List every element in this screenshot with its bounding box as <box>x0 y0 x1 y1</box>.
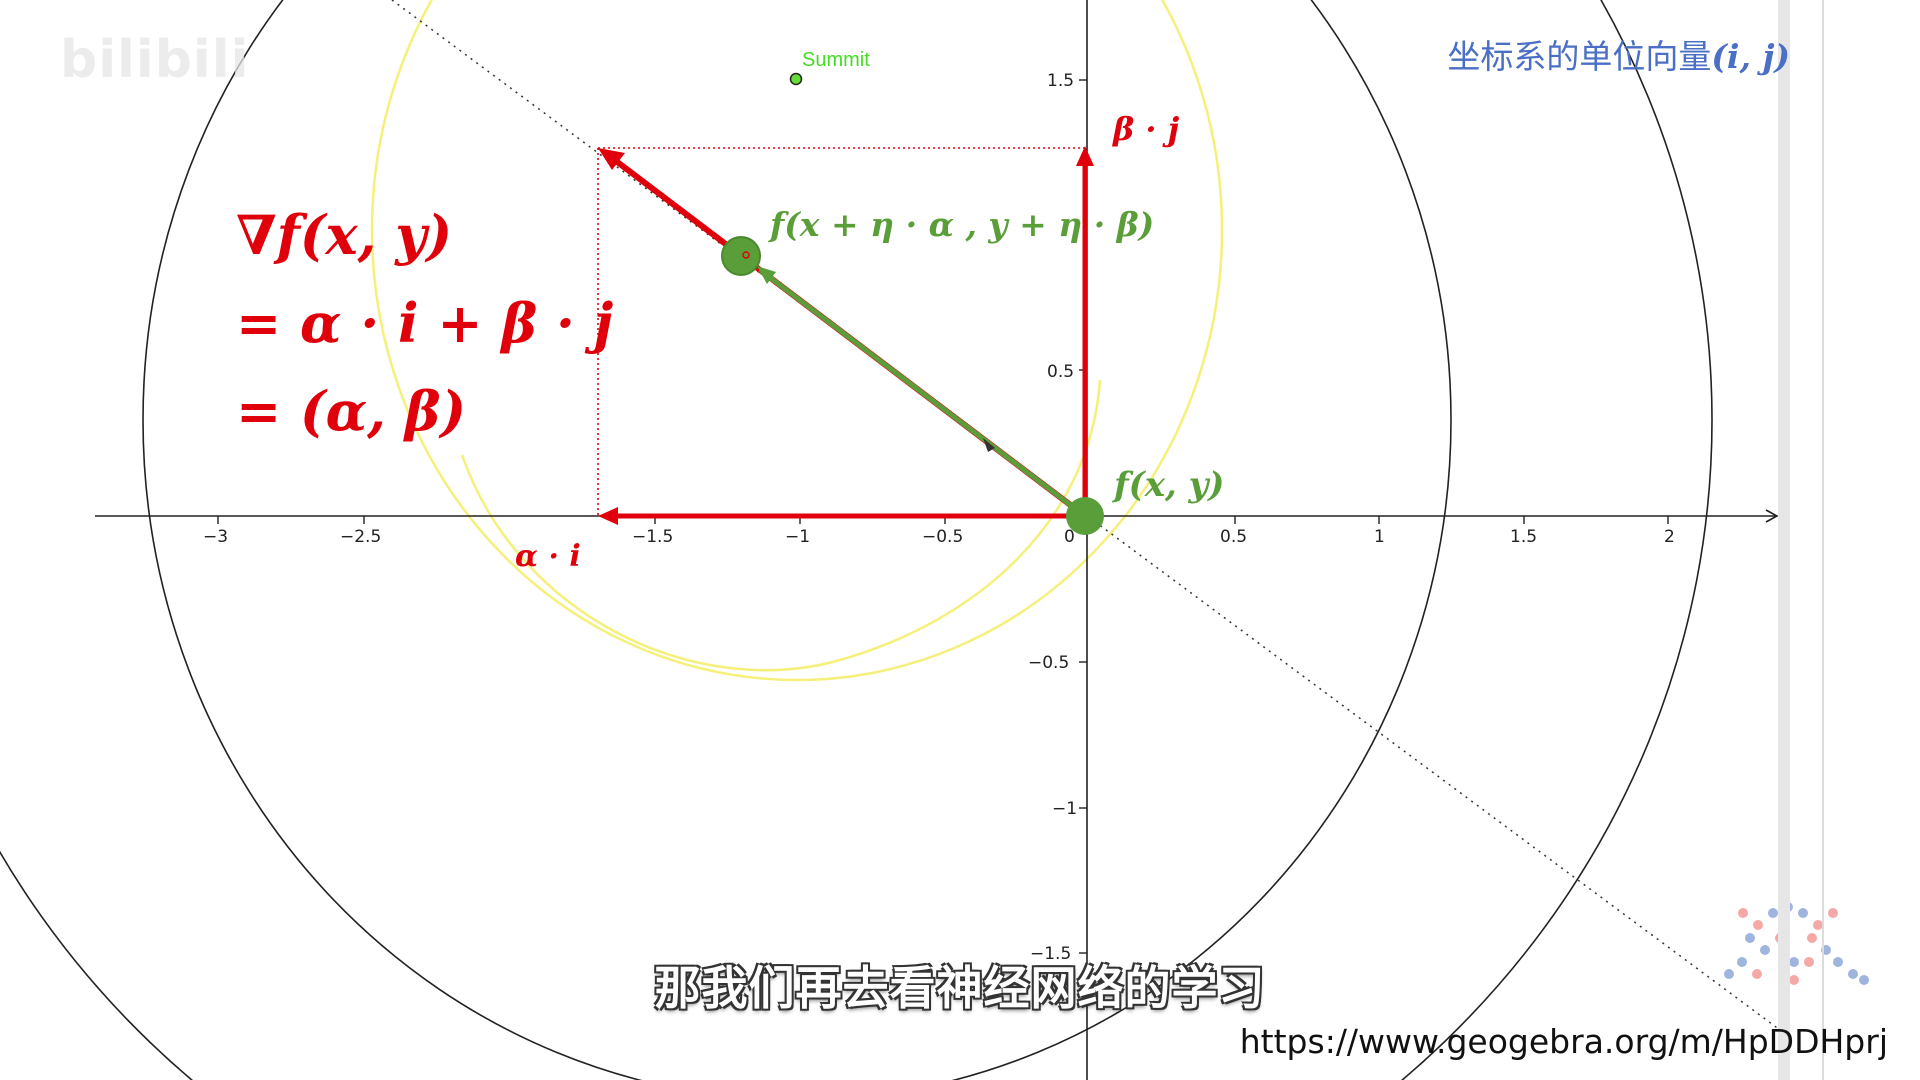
x-tick-label: 0 <box>1064 527 1075 547</box>
beta-j-vector <box>1076 146 1094 516</box>
y-tick-label: 1.5 <box>1047 71 1074 91</box>
contour-yellow-outer <box>370 0 1224 682</box>
formula-line-1: ∇f(x, y) <box>236 203 452 267</box>
x-tick-label: −0.5 <box>922 527 963 547</box>
video-subtitle: 那我们再去看神经网络的学习 <box>654 961 1266 1015</box>
bilibili-watermark: bilibili <box>60 30 250 90</box>
x-tick-label: −2.5 <box>340 527 381 547</box>
x-axis-arrow-icon <box>1765 509 1779 523</box>
y-tick-label: −1.5 <box>1030 944 1071 964</box>
point-f-step[interactable] <box>721 236 761 276</box>
f-step-label: f(x + η · α , y + η · β) <box>768 205 1154 244</box>
side-panel-strip <box>1778 0 1790 1080</box>
alpha-i-vector <box>598 507 1085 525</box>
point-f-xy[interactable] <box>1066 497 1104 535</box>
direction-marker-icon <box>983 438 995 452</box>
beta-j-label: β · j <box>1112 110 1180 148</box>
unit-vector-title-vars: (i, j) <box>1711 37 1790 76</box>
gradient-direction-line <box>391 0 1781 1031</box>
y-tick-label: −0.5 <box>1028 653 1069 673</box>
x-tick-label: −1 <box>785 527 810 547</box>
component-guide-lines <box>597 147 1085 516</box>
contour-inner <box>142 0 1452 1080</box>
x-tick-labels: −3 −2.5 −1.5 −1 −0.5 0 0.5 1 1.5 2 <box>203 527 1675 547</box>
x-tick-marks <box>217 516 1669 524</box>
contour-yellow-inner <box>460 379 1102 672</box>
side-panel-divider <box>1822 0 1824 1080</box>
step-vector-arrow-icon <box>757 266 776 284</box>
summit-label: Summit <box>802 49 870 71</box>
x-tick-label: 2 <box>1664 527 1675 547</box>
x-tick-label: −1.5 <box>632 527 673 547</box>
contour-outer <box>0 0 1713 1080</box>
formula-line-3: = (α, β) <box>236 379 466 443</box>
x-tick-label: 1 <box>1374 527 1385 547</box>
formula-line-2: = α · i + β · j <box>236 291 614 355</box>
gradient-formula: ∇f(x, y) = α · i + β · j = (α, β) <box>236 203 614 443</box>
alpha-i-label: α · i <box>515 539 581 574</box>
source-url: https://www.geogebra.org/m/HpDDHprj <box>1239 1022 1888 1061</box>
y-tick-label: 0.5 <box>1047 362 1074 382</box>
x-tick-label: −3 <box>203 527 228 547</box>
point-f-step-center-icon <box>742 251 750 259</box>
y-tick-label: −1 <box>1052 799 1077 819</box>
x-tick-label: 1.5 <box>1510 527 1537 547</box>
summit-point[interactable] <box>789 72 803 86</box>
step-vector <box>758 268 1087 518</box>
unit-vector-title-text: 坐标系的单位向量 <box>1447 37 1712 76</box>
f-xy-label: f(x, y) <box>1112 465 1225 505</box>
y-tick-labels: 1.5 0.5 −0.5 −1 −1.5 <box>1028 71 1077 964</box>
x-tick-label: 0.5 <box>1220 527 1247 547</box>
unit-vector-title: 坐标系的单位向量(i, j) <box>1447 30 1790 78</box>
